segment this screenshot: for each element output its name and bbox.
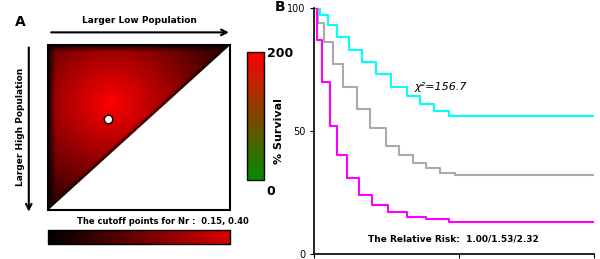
Text: The cutoff points for Nr :  0.15, 0.40: The cutoff points for Nr : 0.15, 0.40 [77, 217, 249, 226]
Text: Larger Low Population: Larger Low Population [82, 16, 197, 25]
Text: B: B [275, 1, 286, 15]
Bar [49, 45, 230, 210]
Text: 200: 200 [266, 47, 293, 60]
Text: The Relative Risk:  1.00/1.53/2.32: The Relative Risk: 1.00/1.53/2.32 [368, 235, 539, 243]
Text: χ²=156.7: χ²=156.7 [415, 82, 467, 91]
Bar [247, 52, 264, 180]
Y-axis label: % Survival: % Survival [274, 98, 284, 164]
Bar [49, 231, 230, 244]
Text: 0: 0 [266, 185, 275, 198]
Text: Larger High Population: Larger High Population [16, 68, 25, 186]
Text: A: A [15, 15, 26, 29]
